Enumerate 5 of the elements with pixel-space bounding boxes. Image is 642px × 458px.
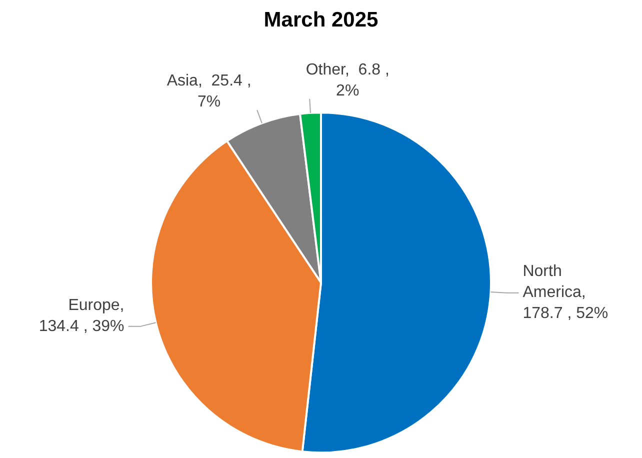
chart-title: March 2025	[264, 8, 379, 32]
slice-label: North America, 178.7 , 52%	[522, 263, 608, 322]
slice-label: Europe, 134.4 , 39%	[38, 296, 124, 335]
slice-label: Other, 6.8 , 2%	[306, 61, 390, 100]
slice-label: Asia, 25.4 , 7%	[166, 72, 252, 110]
